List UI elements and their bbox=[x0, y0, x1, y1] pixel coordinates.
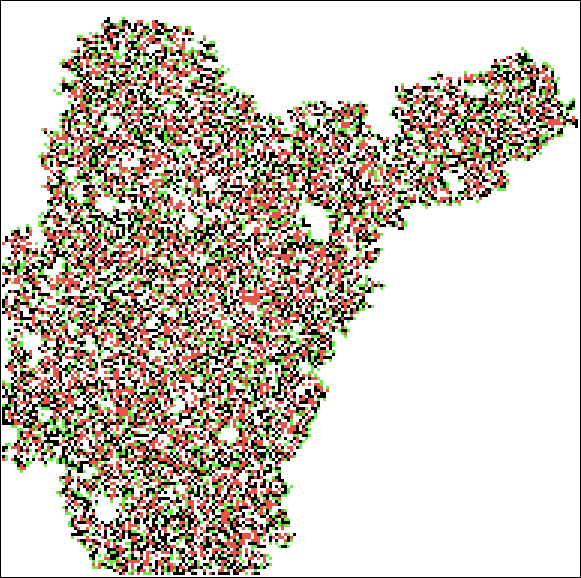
hull-sites bbox=[2, 17, 578, 575]
perimeter-sites bbox=[2, 17, 575, 575]
cluster-sites bbox=[2, 20, 575, 575]
